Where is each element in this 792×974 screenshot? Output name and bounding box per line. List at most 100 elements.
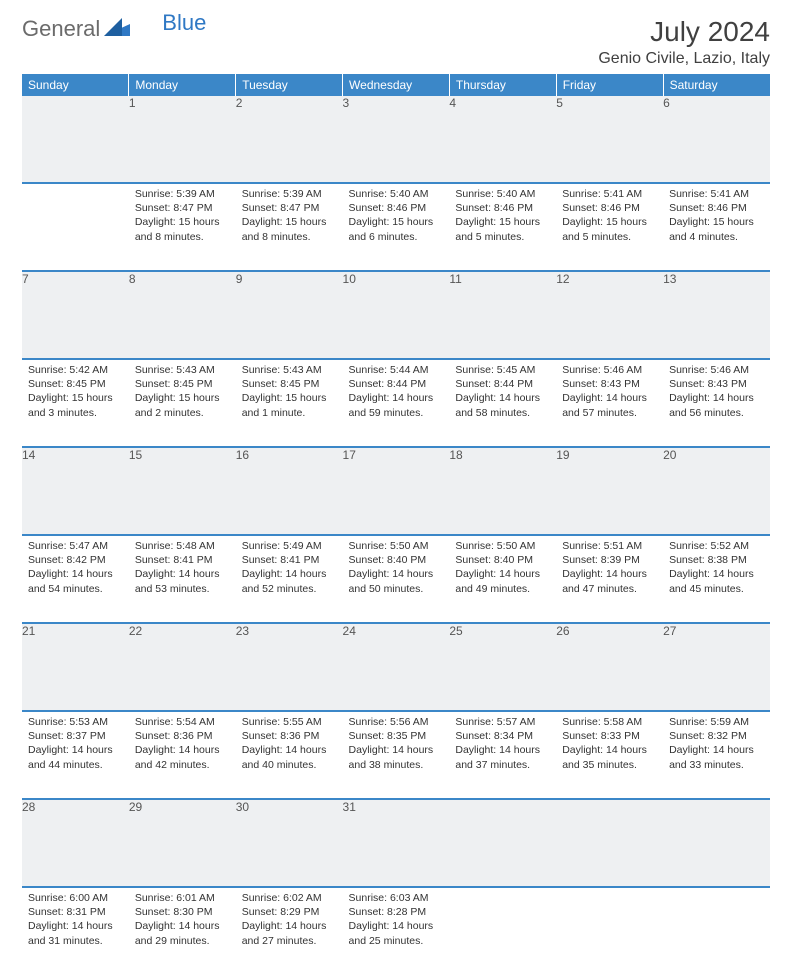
day-number: 16 bbox=[236, 447, 343, 535]
weekday-header: Monday bbox=[129, 74, 236, 96]
day-cell: Sunrise: 5:58 AM Sunset: 8:33 PM Dayligh… bbox=[556, 711, 663, 799]
day-number bbox=[449, 799, 556, 887]
day-cell: Sunrise: 5:39 AM Sunset: 8:47 PM Dayligh… bbox=[236, 183, 343, 271]
day-number: 8 bbox=[129, 271, 236, 359]
month-title: July 2024 bbox=[598, 16, 770, 48]
day-cell-text: Sunrise: 5:50 AM Sunset: 8:40 PM Dayligh… bbox=[449, 536, 556, 600]
day-cell: Sunrise: 5:51 AM Sunset: 8:39 PM Dayligh… bbox=[556, 535, 663, 623]
brand-part2: Blue bbox=[162, 10, 206, 36]
day-number: 28 bbox=[22, 799, 129, 887]
calendar-table: Sunday Monday Tuesday Wednesday Thursday… bbox=[22, 74, 770, 974]
day-number: 6 bbox=[663, 96, 770, 183]
day-cell: Sunrise: 5:44 AM Sunset: 8:44 PM Dayligh… bbox=[343, 359, 450, 447]
day-cell-text: Sunrise: 5:57 AM Sunset: 8:34 PM Dayligh… bbox=[449, 712, 556, 776]
day-cell: Sunrise: 5:55 AM Sunset: 8:36 PM Dayligh… bbox=[236, 711, 343, 799]
day-cell-text: Sunrise: 5:41 AM Sunset: 8:46 PM Dayligh… bbox=[663, 184, 770, 248]
day-number bbox=[22, 96, 129, 183]
day-number bbox=[556, 799, 663, 887]
day-cell-text: Sunrise: 5:43 AM Sunset: 8:45 PM Dayligh… bbox=[129, 360, 236, 424]
day-cell: Sunrise: 5:39 AM Sunset: 8:47 PM Dayligh… bbox=[129, 183, 236, 271]
day-number: 20 bbox=[663, 447, 770, 535]
day-cell-text: Sunrise: 5:51 AM Sunset: 8:39 PM Dayligh… bbox=[556, 536, 663, 600]
weekday-header: Sunday bbox=[22, 74, 129, 96]
day-number: 4 bbox=[449, 96, 556, 183]
day-cell-text: Sunrise: 6:02 AM Sunset: 8:29 PM Dayligh… bbox=[236, 888, 343, 952]
weekday-header: Saturday bbox=[663, 74, 770, 96]
day-cell: Sunrise: 5:50 AM Sunset: 8:40 PM Dayligh… bbox=[449, 535, 556, 623]
day-cell: Sunrise: 5:46 AM Sunset: 8:43 PM Dayligh… bbox=[663, 359, 770, 447]
day-cell-text: Sunrise: 5:58 AM Sunset: 8:33 PM Dayligh… bbox=[556, 712, 663, 776]
day-cell: Sunrise: 5:40 AM Sunset: 8:46 PM Dayligh… bbox=[449, 183, 556, 271]
day-cell: Sunrise: 5:47 AM Sunset: 8:42 PM Dayligh… bbox=[22, 535, 129, 623]
day-number: 10 bbox=[343, 271, 450, 359]
day-cell-text: Sunrise: 5:49 AM Sunset: 8:41 PM Dayligh… bbox=[236, 536, 343, 600]
day-number: 18 bbox=[449, 447, 556, 535]
day-cell-text bbox=[556, 888, 663, 895]
day-number: 26 bbox=[556, 623, 663, 711]
day-cell bbox=[556, 887, 663, 974]
day-cell: Sunrise: 5:41 AM Sunset: 8:46 PM Dayligh… bbox=[663, 183, 770, 271]
day-cell-text: Sunrise: 5:46 AM Sunset: 8:43 PM Dayligh… bbox=[556, 360, 663, 424]
day-number-row: 28293031 bbox=[22, 799, 770, 887]
day-cell-text: Sunrise: 5:44 AM Sunset: 8:44 PM Dayligh… bbox=[343, 360, 450, 424]
day-number: 17 bbox=[343, 447, 450, 535]
day-number: 24 bbox=[343, 623, 450, 711]
day-cell-text bbox=[449, 888, 556, 895]
day-number-row: 21222324252627 bbox=[22, 623, 770, 711]
day-cell: Sunrise: 5:46 AM Sunset: 8:43 PM Dayligh… bbox=[556, 359, 663, 447]
day-number: 27 bbox=[663, 623, 770, 711]
day-cell: Sunrise: 5:52 AM Sunset: 8:38 PM Dayligh… bbox=[663, 535, 770, 623]
day-number-row: 123456 bbox=[22, 96, 770, 183]
weekday-header: Tuesday bbox=[236, 74, 343, 96]
day-cell: Sunrise: 6:02 AM Sunset: 8:29 PM Dayligh… bbox=[236, 887, 343, 974]
day-cell-text: Sunrise: 6:00 AM Sunset: 8:31 PM Dayligh… bbox=[22, 888, 129, 952]
brand-part1: General bbox=[22, 16, 100, 42]
day-cell: Sunrise: 5:50 AM Sunset: 8:40 PM Dayligh… bbox=[343, 535, 450, 623]
day-cell-text bbox=[22, 184, 129, 191]
title-block: July 2024 Genio Civile, Lazio, Italy bbox=[598, 16, 770, 68]
day-number: 14 bbox=[22, 447, 129, 535]
day-number: 12 bbox=[556, 271, 663, 359]
day-cell: Sunrise: 5:57 AM Sunset: 8:34 PM Dayligh… bbox=[449, 711, 556, 799]
day-cell-text: Sunrise: 5:43 AM Sunset: 8:45 PM Dayligh… bbox=[236, 360, 343, 424]
day-cell: Sunrise: 5:40 AM Sunset: 8:46 PM Dayligh… bbox=[343, 183, 450, 271]
day-cell-text: Sunrise: 5:41 AM Sunset: 8:46 PM Dayligh… bbox=[556, 184, 663, 248]
day-cell-text: Sunrise: 5:46 AM Sunset: 8:43 PM Dayligh… bbox=[663, 360, 770, 424]
day-number: 13 bbox=[663, 271, 770, 359]
day-number: 5 bbox=[556, 96, 663, 183]
day-number: 7 bbox=[22, 271, 129, 359]
calendar-body: 123456Sunrise: 5:39 AM Sunset: 8:47 PM D… bbox=[22, 96, 770, 974]
day-cell: Sunrise: 5:54 AM Sunset: 8:36 PM Dayligh… bbox=[129, 711, 236, 799]
day-number: 31 bbox=[343, 799, 450, 887]
day-cell-text: Sunrise: 5:50 AM Sunset: 8:40 PM Dayligh… bbox=[343, 536, 450, 600]
day-cell: Sunrise: 5:45 AM Sunset: 8:44 PM Dayligh… bbox=[449, 359, 556, 447]
day-cell-text bbox=[663, 888, 770, 895]
day-number: 25 bbox=[449, 623, 556, 711]
location-subtitle: Genio Civile, Lazio, Italy bbox=[598, 50, 770, 68]
day-cell bbox=[22, 183, 129, 271]
day-cell-text: Sunrise: 5:42 AM Sunset: 8:45 PM Dayligh… bbox=[22, 360, 129, 424]
day-cell-text: Sunrise: 5:56 AM Sunset: 8:35 PM Dayligh… bbox=[343, 712, 450, 776]
day-cell: Sunrise: 5:48 AM Sunset: 8:41 PM Dayligh… bbox=[129, 535, 236, 623]
day-number: 29 bbox=[129, 799, 236, 887]
day-number: 15 bbox=[129, 447, 236, 535]
day-cell bbox=[449, 887, 556, 974]
brand-logo: General Blue bbox=[22, 16, 206, 42]
calendar-page: General Blue July 2024 Genio Civile, Laz… bbox=[0, 0, 792, 974]
day-content-row: Sunrise: 5:47 AM Sunset: 8:42 PM Dayligh… bbox=[22, 535, 770, 623]
weekday-header: Thursday bbox=[449, 74, 556, 96]
day-cell-text: Sunrise: 5:40 AM Sunset: 8:46 PM Dayligh… bbox=[449, 184, 556, 248]
day-cell-text: Sunrise: 5:47 AM Sunset: 8:42 PM Dayligh… bbox=[22, 536, 129, 600]
day-number: 2 bbox=[236, 96, 343, 183]
day-cell: Sunrise: 5:41 AM Sunset: 8:46 PM Dayligh… bbox=[556, 183, 663, 271]
day-cell-text: Sunrise: 5:40 AM Sunset: 8:46 PM Dayligh… bbox=[343, 184, 450, 248]
day-number-row: 14151617181920 bbox=[22, 447, 770, 535]
day-cell-text: Sunrise: 5:39 AM Sunset: 8:47 PM Dayligh… bbox=[129, 184, 236, 248]
day-cell-text: Sunrise: 6:03 AM Sunset: 8:28 PM Dayligh… bbox=[343, 888, 450, 952]
day-cell: Sunrise: 5:43 AM Sunset: 8:45 PM Dayligh… bbox=[129, 359, 236, 447]
day-cell-text: Sunrise: 5:52 AM Sunset: 8:38 PM Dayligh… bbox=[663, 536, 770, 600]
brand-glyph-icon bbox=[104, 18, 130, 41]
day-cell: Sunrise: 5:43 AM Sunset: 8:45 PM Dayligh… bbox=[236, 359, 343, 447]
day-number: 9 bbox=[236, 271, 343, 359]
day-cell-text: Sunrise: 5:54 AM Sunset: 8:36 PM Dayligh… bbox=[129, 712, 236, 776]
